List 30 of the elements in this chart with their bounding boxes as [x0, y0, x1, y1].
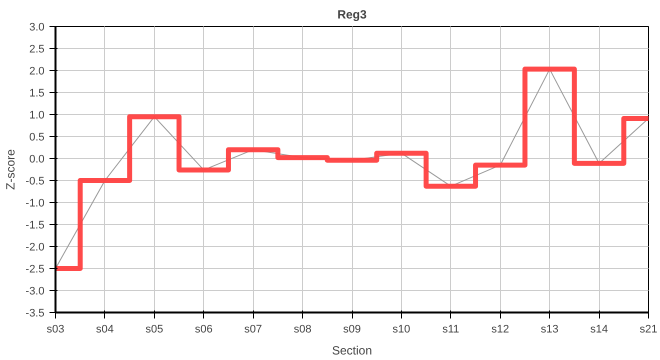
y-axis-title: Z-score — [4, 148, 18, 190]
y-tick-label: -1.0 — [26, 198, 45, 210]
x-tick-label: s03 — [46, 324, 64, 336]
chart-title: Reg3 — [337, 8, 367, 22]
x-tick-label: s04 — [96, 324, 114, 336]
y-tick-label: -2.5 — [26, 264, 45, 276]
y-tick-label: 3.0 — [29, 22, 45, 34]
y-tick-label: 0.5 — [29, 132, 45, 144]
y-tick-label: 1.5 — [29, 88, 45, 100]
y-tick-label: -2.0 — [26, 242, 45, 254]
x-tick-label: s09 — [343, 324, 361, 336]
x-axis-title: Section — [332, 344, 372, 358]
x-tick-label: s14 — [590, 324, 608, 336]
x-tick-label: s08 — [294, 324, 312, 336]
y-tick-label: -0.5 — [26, 176, 45, 188]
x-tick-label: s05 — [145, 324, 164, 336]
x-tick-label: s07 — [244, 324, 262, 336]
x-tick-label: s10 — [392, 324, 410, 336]
y-tick-label: -3.5 — [26, 308, 45, 320]
x-tick-label: s12 — [491, 324, 510, 336]
x-tick-label: s11 — [442, 324, 460, 336]
y-tick-label: -3.0 — [26, 286, 45, 298]
y-tick-label: 2.5 — [29, 44, 45, 56]
y-tick-label: 0.0 — [29, 154, 45, 166]
y-tick-label: 1.0 — [29, 110, 45, 122]
x-tick-label: s21 — [640, 324, 658, 336]
y-tick-label: -1.5 — [26, 220, 45, 232]
y-tick-label: 2.0 — [29, 66, 45, 78]
x-tick-label: s06 — [194, 324, 213, 336]
x-tick-label: s13 — [540, 324, 559, 336]
